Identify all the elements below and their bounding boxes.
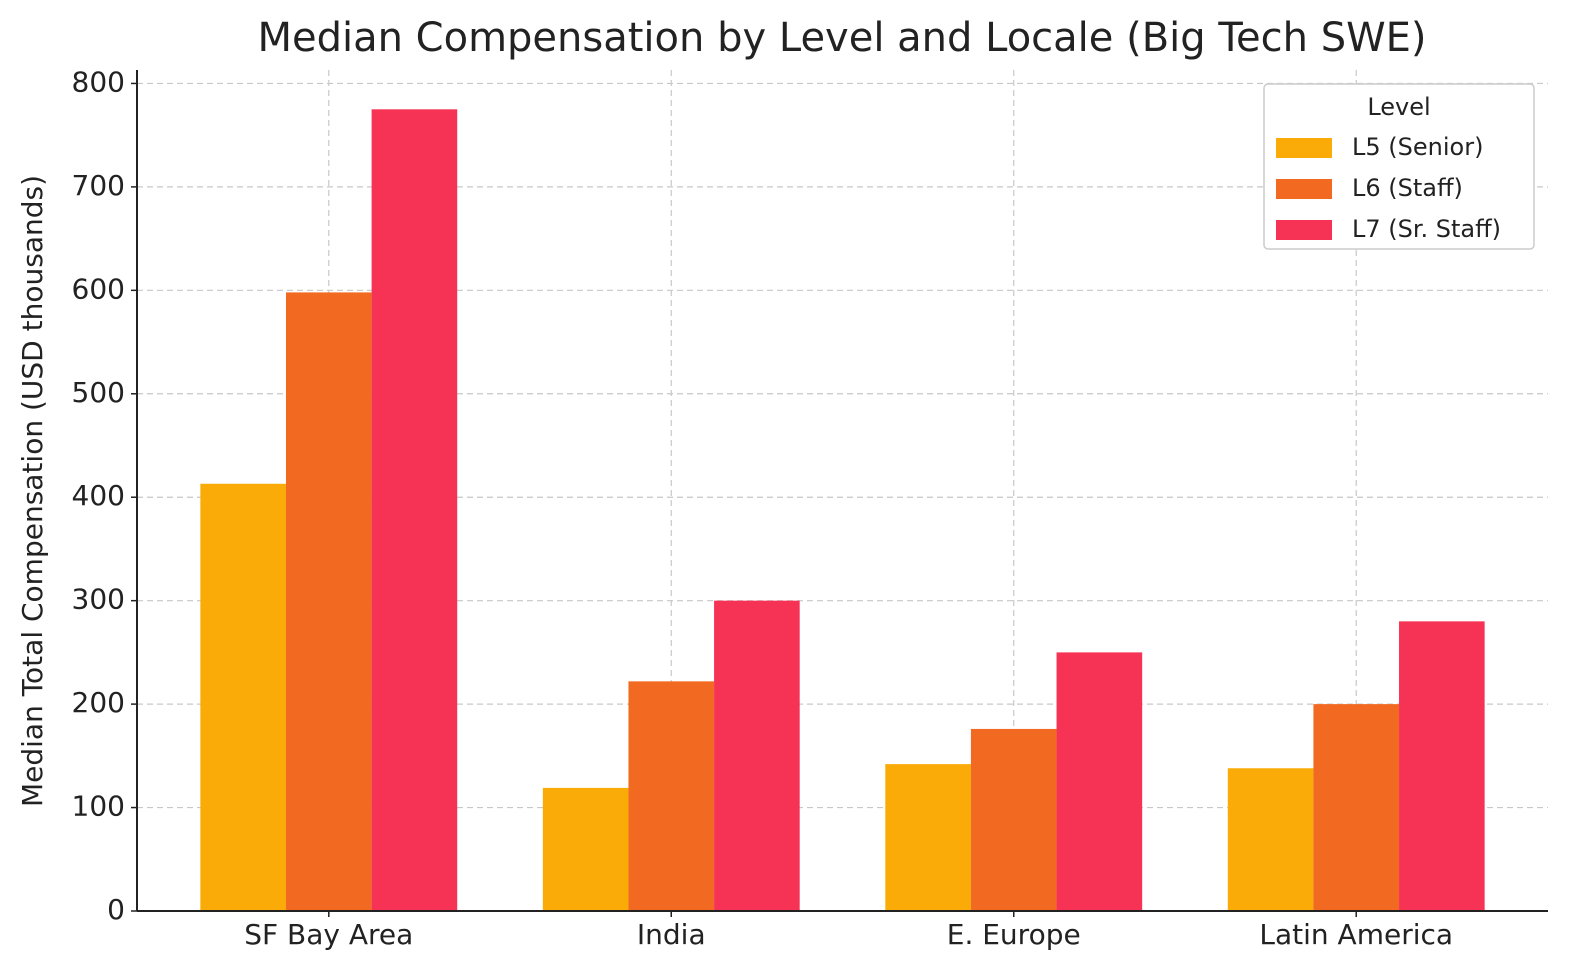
x-tick-label: SF Bay Area (244, 918, 413, 951)
y-tick-label: 200 (72, 686, 125, 719)
legend-label: L6 (Staff) (1352, 174, 1463, 202)
bar (628, 681, 715, 911)
legend-swatch (1276, 138, 1332, 158)
y-axis-label: Median Total Compensation (USD thousands… (16, 175, 49, 807)
bar (371, 109, 458, 912)
bar (542, 787, 629, 911)
legend-label: L7 (Sr. Staff) (1352, 215, 1501, 243)
x-tick-label: Latin America (1259, 918, 1453, 951)
bar (1313, 704, 1400, 911)
bar (1056, 652, 1143, 911)
y-tick-label: 800 (72, 65, 125, 98)
y-tick-label: 100 (72, 790, 125, 823)
y-tick-label: 0 (107, 893, 125, 926)
y-tick-label: 400 (72, 479, 125, 512)
x-tick-label: E. Europe (947, 918, 1081, 951)
y-tick-label: 500 (72, 376, 125, 409)
x-tick-label: India (637, 918, 706, 951)
legend-label: L5 (Senior) (1352, 133, 1483, 161)
bar (285, 292, 372, 911)
legend-swatch (1276, 179, 1332, 199)
bar (714, 600, 800, 911)
y-tick-label: 300 (72, 583, 125, 616)
y-tick-label: 600 (72, 272, 125, 305)
bar (200, 483, 286, 911)
bar (885, 764, 971, 911)
bar (1399, 621, 1485, 911)
legend-title: Level (1367, 93, 1430, 121)
bar (1227, 768, 1314, 911)
legend-box (1263, 83, 1535, 250)
y-tick-label: 700 (72, 169, 125, 202)
bar (970, 728, 1057, 911)
chart-title: Median Compensation by Level and Locale … (257, 15, 1426, 61)
legend-swatch (1276, 220, 1332, 240)
